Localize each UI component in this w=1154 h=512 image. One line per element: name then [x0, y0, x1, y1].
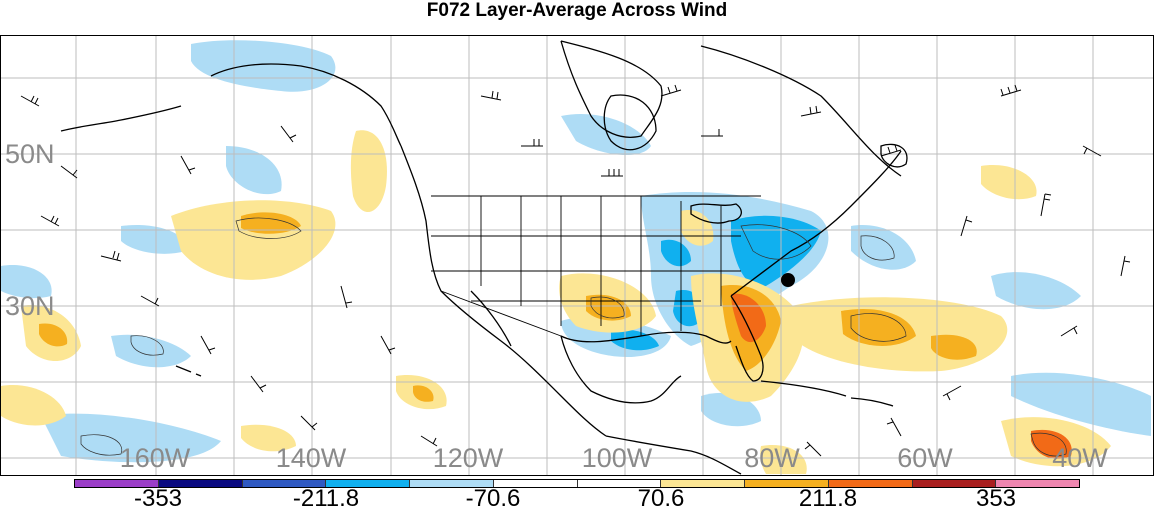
warm-region	[241, 424, 296, 452]
cool-region	[561, 114, 651, 156]
cuba	[760, 380, 847, 397]
wind-barbs	[20, 84, 1131, 457]
warm-region	[981, 165, 1037, 200]
hawaii	[175, 365, 202, 377]
colorbar-label: -211.8	[292, 485, 360, 512]
hispaniola	[850, 397, 894, 407]
coastlines	[60, 40, 908, 475]
colorbar	[74, 479, 1080, 488]
warm-region	[760, 445, 807, 474]
map-canvas	[1, 36, 1153, 475]
newfoundland	[880, 143, 908, 168]
map-title: F072 Layer-Average Across Wind	[426, 0, 728, 21]
mexico-east	[560, 335, 682, 404]
lon-label-140w: 140W	[275, 443, 347, 473]
state-borders	[431, 195, 761, 337]
colorbar-swatch	[493, 480, 578, 487]
colorbar-swatch	[661, 480, 745, 487]
lat-label-50n: 50N	[5, 139, 55, 169]
baja	[470, 290, 512, 347]
east-coast	[730, 150, 902, 297]
warm-region	[350, 130, 387, 213]
lon-label-100w: 100W	[581, 443, 653, 473]
central-america	[605, 435, 742, 475]
cool-region	[41, 413, 221, 463]
canada-coast-north	[560, 40, 663, 138]
colorbar-label: 353	[975, 485, 1017, 512]
colorbar-swatch	[745, 480, 829, 487]
warm-region	[39, 323, 68, 347]
colorbar-swatch	[242, 480, 327, 487]
aleutians	[60, 105, 182, 132]
warm-region	[171, 200, 336, 280]
graticule	[1, 36, 1153, 475]
lat-label-30n: 30N	[5, 291, 55, 321]
colorbar-swatch	[577, 480, 662, 487]
colorbar-swatch	[75, 480, 159, 487]
cool-region	[991, 272, 1081, 310]
alaska-coast	[210, 63, 402, 147]
lon-label-120w: 120W	[432, 443, 504, 473]
cool-region	[191, 40, 336, 92]
warm-region	[841, 308, 916, 346]
colorbar-swatch	[326, 480, 410, 487]
map-panel: 50N 30N	[0, 35, 1154, 476]
cool-region	[661, 239, 691, 267]
cool-region	[121, 225, 187, 254]
florida	[730, 295, 764, 382]
colorbar-label: -70.6	[465, 485, 521, 512]
lon-label-80w: 80W	[744, 443, 800, 473]
west-coast	[400, 145, 607, 437]
colorbar-swatch	[996, 480, 1079, 487]
warm-region	[681, 210, 714, 246]
cool-region	[1, 265, 52, 299]
great-lakes	[690, 203, 742, 224]
colorbar-label: -353	[133, 485, 183, 512]
colorbar-swatch	[912, 480, 997, 487]
contours	[80, 217, 1067, 457]
hudson-bay	[603, 94, 657, 151]
cool-region	[731, 215, 821, 287]
cool-region	[1011, 372, 1151, 436]
colorbar-swatch	[828, 480, 913, 487]
shading-layer	[1, 40, 1151, 474]
warm-region	[413, 385, 434, 402]
colorbar-swatch	[410, 480, 494, 487]
colorbar-swatch	[158, 480, 243, 487]
lon-label-160w: 160W	[119, 443, 191, 473]
cool-region	[226, 146, 282, 195]
cool-region	[111, 334, 191, 368]
lon-label-40w: 40W	[1052, 443, 1108, 473]
labrador	[700, 45, 902, 177]
cool-region	[851, 225, 916, 270]
location-marker	[781, 273, 795, 287]
warm-region	[931, 334, 977, 360]
warm-region	[1, 385, 66, 426]
lon-label-60w: 60W	[897, 443, 953, 473]
gulf-coast	[560, 331, 732, 344]
colorbar-label: 211.8	[798, 485, 858, 512]
colorbar-label: 70.6	[637, 485, 685, 512]
